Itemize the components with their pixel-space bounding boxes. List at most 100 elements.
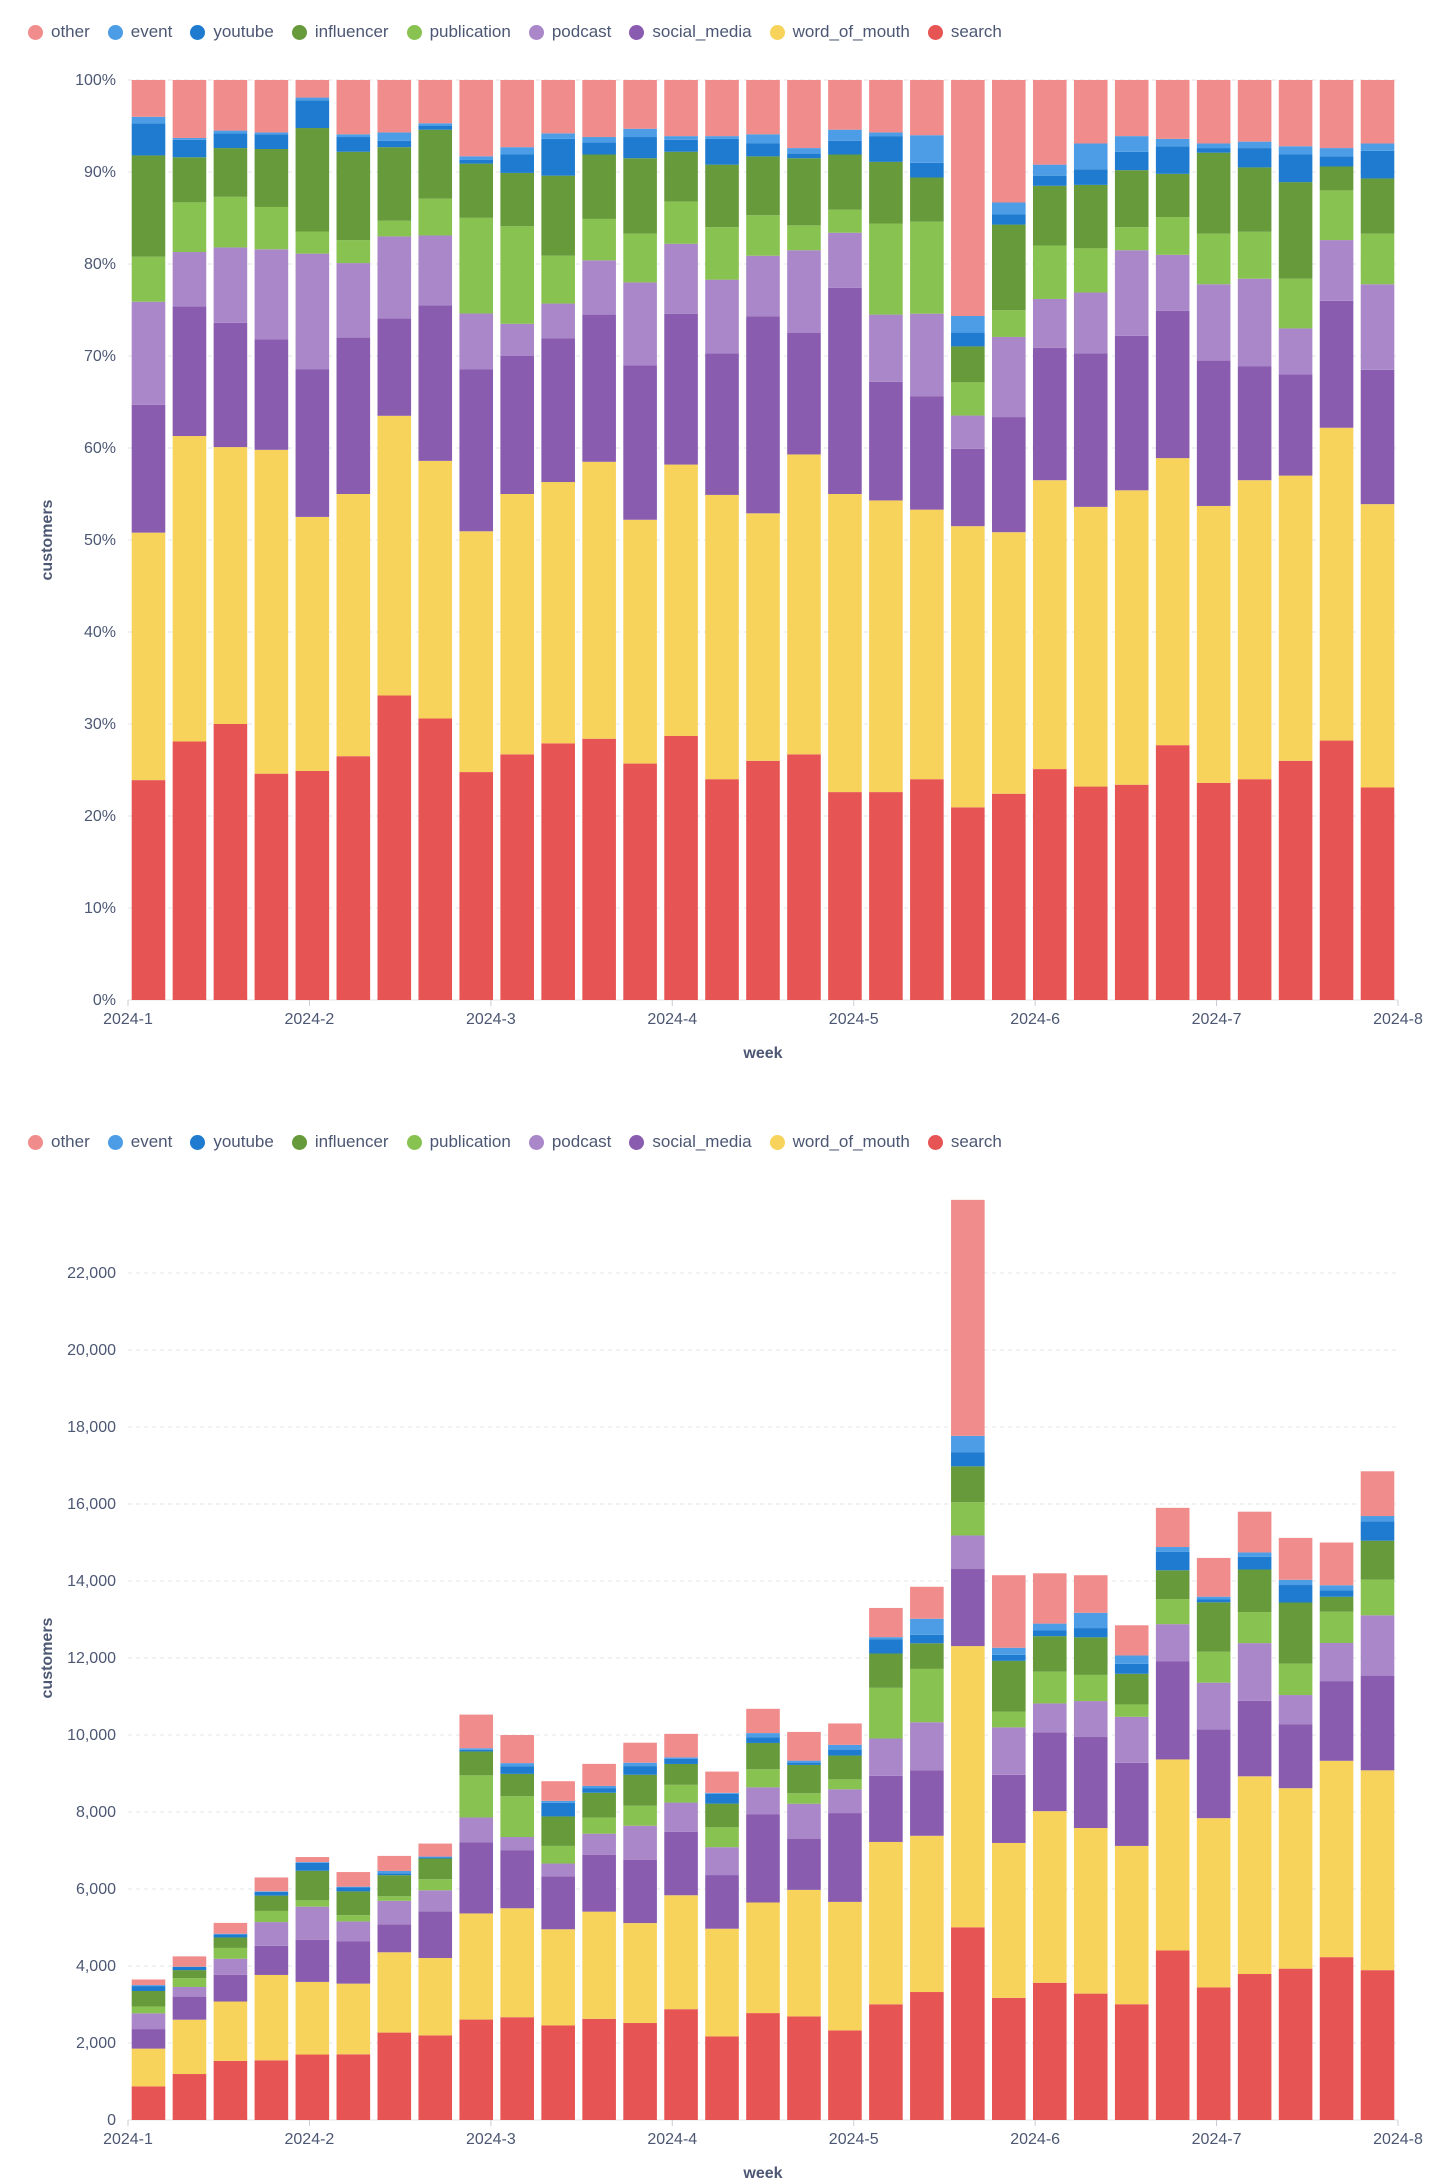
bar-segment-publication[interactable] <box>1032 245 1067 299</box>
bar-segment-other[interactable] <box>1196 1557 1231 1597</box>
bar-segment-publication[interactable] <box>254 1910 289 1923</box>
bar-segment-other[interactable] <box>254 1877 289 1892</box>
bar-segment-event[interactable] <box>500 147 534 155</box>
bar-segment-youtube[interactable] <box>1155 146 1190 174</box>
bar-segment-influencer[interactable] <box>418 1858 453 1880</box>
bar-segment-other[interactable] <box>1114 1625 1149 1656</box>
bar-segment-other[interactable] <box>295 80 330 98</box>
bar-segment-event[interactable] <box>951 315 985 333</box>
bar-segment-word_of_mouth[interactable] <box>541 1929 575 2026</box>
bar-segment-publication[interactable] <box>254 206 289 250</box>
bar-segment-publication[interactable] <box>582 1817 616 1834</box>
bar-segment-search[interactable] <box>623 763 657 1000</box>
bar-segment-podcast[interactable] <box>623 282 657 366</box>
bar-segment-podcast[interactable] <box>1073 1701 1108 1738</box>
bar-segment-other[interactable] <box>869 80 903 133</box>
bar-segment-word_of_mouth[interactable] <box>787 454 821 755</box>
bar-segment-podcast[interactable] <box>254 249 289 340</box>
bar-segment-social_media[interactable] <box>213 1974 248 2002</box>
bar-segment-podcast[interactable] <box>295 253 330 370</box>
bar-segment-event[interactable] <box>664 136 698 140</box>
bar-segment-social_media[interactable] <box>1155 310 1190 459</box>
bar-segment-event[interactable] <box>1237 1552 1272 1557</box>
legend-item-podcast[interactable]: podcast <box>528 1132 611 1152</box>
bar-segment-word_of_mouth[interactable] <box>1319 1760 1354 1958</box>
bar-segment-publication[interactable] <box>828 1779 862 1790</box>
bar-segment-influencer[interactable] <box>828 154 862 210</box>
bar-segment-influencer[interactable] <box>1360 178 1395 234</box>
bar-segment-other[interactable] <box>705 1771 739 1793</box>
bar-segment-podcast[interactable] <box>336 263 371 338</box>
bar-segment-podcast[interactable] <box>1360 1615 1395 1676</box>
bar-segment-podcast[interactable] <box>377 236 412 319</box>
bar-segment-social_media[interactable] <box>705 353 739 495</box>
bar-segment-podcast[interactable] <box>541 1863 575 1877</box>
bar-segment-event[interactable] <box>705 136 739 139</box>
bar-segment-podcast[interactable] <box>746 255 780 317</box>
bar-segment-search[interactable] <box>541 743 575 1000</box>
bar-segment-social_media[interactable] <box>869 381 903 501</box>
bar-segment-social_media[interactable] <box>131 2029 166 2049</box>
bar-segment-social_media[interactable] <box>213 322 248 448</box>
legend-item-youtube[interactable]: youtube <box>190 22 274 42</box>
bar-segment-word_of_mouth[interactable] <box>131 532 166 781</box>
bar-segment-podcast[interactable] <box>500 1837 534 1851</box>
bar-segment-other[interactable] <box>951 1199 985 1436</box>
bar-segment-influencer[interactable] <box>1278 182 1313 279</box>
bar-segment-youtube[interactable] <box>1196 1599 1231 1603</box>
bar-segment-publication[interactable] <box>1196 233 1231 285</box>
bar-segment-podcast[interactable] <box>951 1535 985 1569</box>
bar-segment-event[interactable] <box>746 1733 780 1738</box>
bar-segment-youtube[interactable] <box>1237 148 1272 168</box>
bar-segment-search[interactable] <box>336 2054 371 2120</box>
legend-item-event[interactable]: event <box>107 1132 172 1152</box>
bar-segment-word_of_mouth[interactable] <box>172 2019 207 2075</box>
bar-segment-search[interactable] <box>828 2030 862 2120</box>
bar-segment-event[interactable] <box>910 1618 944 1635</box>
bar-segment-publication[interactable] <box>1360 233 1395 285</box>
bar-segment-podcast[interactable] <box>131 2013 166 2030</box>
bar-segment-influencer[interactable] <box>1319 1596 1354 1612</box>
bar-segment-publication[interactable] <box>131 256 166 302</box>
bar-segment-other[interactable] <box>869 1607 903 1638</box>
bar-segment-influencer[interactable] <box>459 163 494 218</box>
bar-segment-search[interactable] <box>213 2060 248 2120</box>
bar-segment-youtube[interactable] <box>1114 1663 1149 1674</box>
bar-segment-other[interactable] <box>582 80 616 138</box>
bar-segment-youtube[interactable] <box>787 1762 821 1765</box>
bar-segment-youtube[interactable] <box>1319 156 1354 167</box>
bar-segment-search[interactable] <box>172 741 207 1000</box>
bar-segment-event[interactable] <box>1073 1612 1108 1629</box>
bar-segment-podcast[interactable] <box>746 1787 780 1815</box>
bar-segment-other[interactable] <box>1278 1537 1313 1580</box>
bar-segment-search[interactable] <box>336 756 371 1000</box>
bar-segment-social_media[interactable] <box>1032 347 1067 481</box>
bar-segment-publication[interactable] <box>582 218 616 261</box>
bar-segment-word_of_mouth[interactable] <box>254 1974 289 2061</box>
bar-segment-social_media[interactable] <box>787 333 821 455</box>
bar-segment-word_of_mouth[interactable] <box>1360 1770 1395 1971</box>
bar-segment-publication[interactable] <box>172 1978 207 1987</box>
bar-segment-podcast[interactable] <box>1319 240 1354 301</box>
bar-segment-youtube[interactable] <box>582 1788 616 1793</box>
bar-segment-search[interactable] <box>213 724 248 1000</box>
bar-segment-word_of_mouth[interactable] <box>254 449 289 774</box>
bar-segment-social_media[interactable] <box>746 1814 780 1903</box>
bar-segment-event[interactable] <box>1114 1655 1149 1664</box>
bar-segment-word_of_mouth[interactable] <box>1155 458 1190 746</box>
bar-segment-other[interactable] <box>787 1731 821 1761</box>
bar-segment-youtube[interactable] <box>500 154 534 173</box>
bar-segment-youtube[interactable] <box>869 136 903 162</box>
bar-segment-social_media[interactable] <box>828 1813 862 1902</box>
bar-segment-search[interactable] <box>500 754 534 1000</box>
bar-segment-youtube[interactable] <box>131 123 166 156</box>
bar-segment-publication[interactable] <box>869 223 903 315</box>
bar-segment-influencer[interactable] <box>213 1937 248 1948</box>
bar-segment-publication[interactable] <box>1073 1674 1108 1702</box>
bar-segment-influencer[interactable] <box>254 149 289 207</box>
bar-segment-youtube[interactable] <box>131 1986 166 1991</box>
bar-segment-podcast[interactable] <box>623 1825 657 1860</box>
bar-segment-other[interactable] <box>295 1857 330 1863</box>
bar-segment-other[interactable] <box>1196 80 1231 144</box>
bar-segment-podcast[interactable] <box>418 235 453 306</box>
